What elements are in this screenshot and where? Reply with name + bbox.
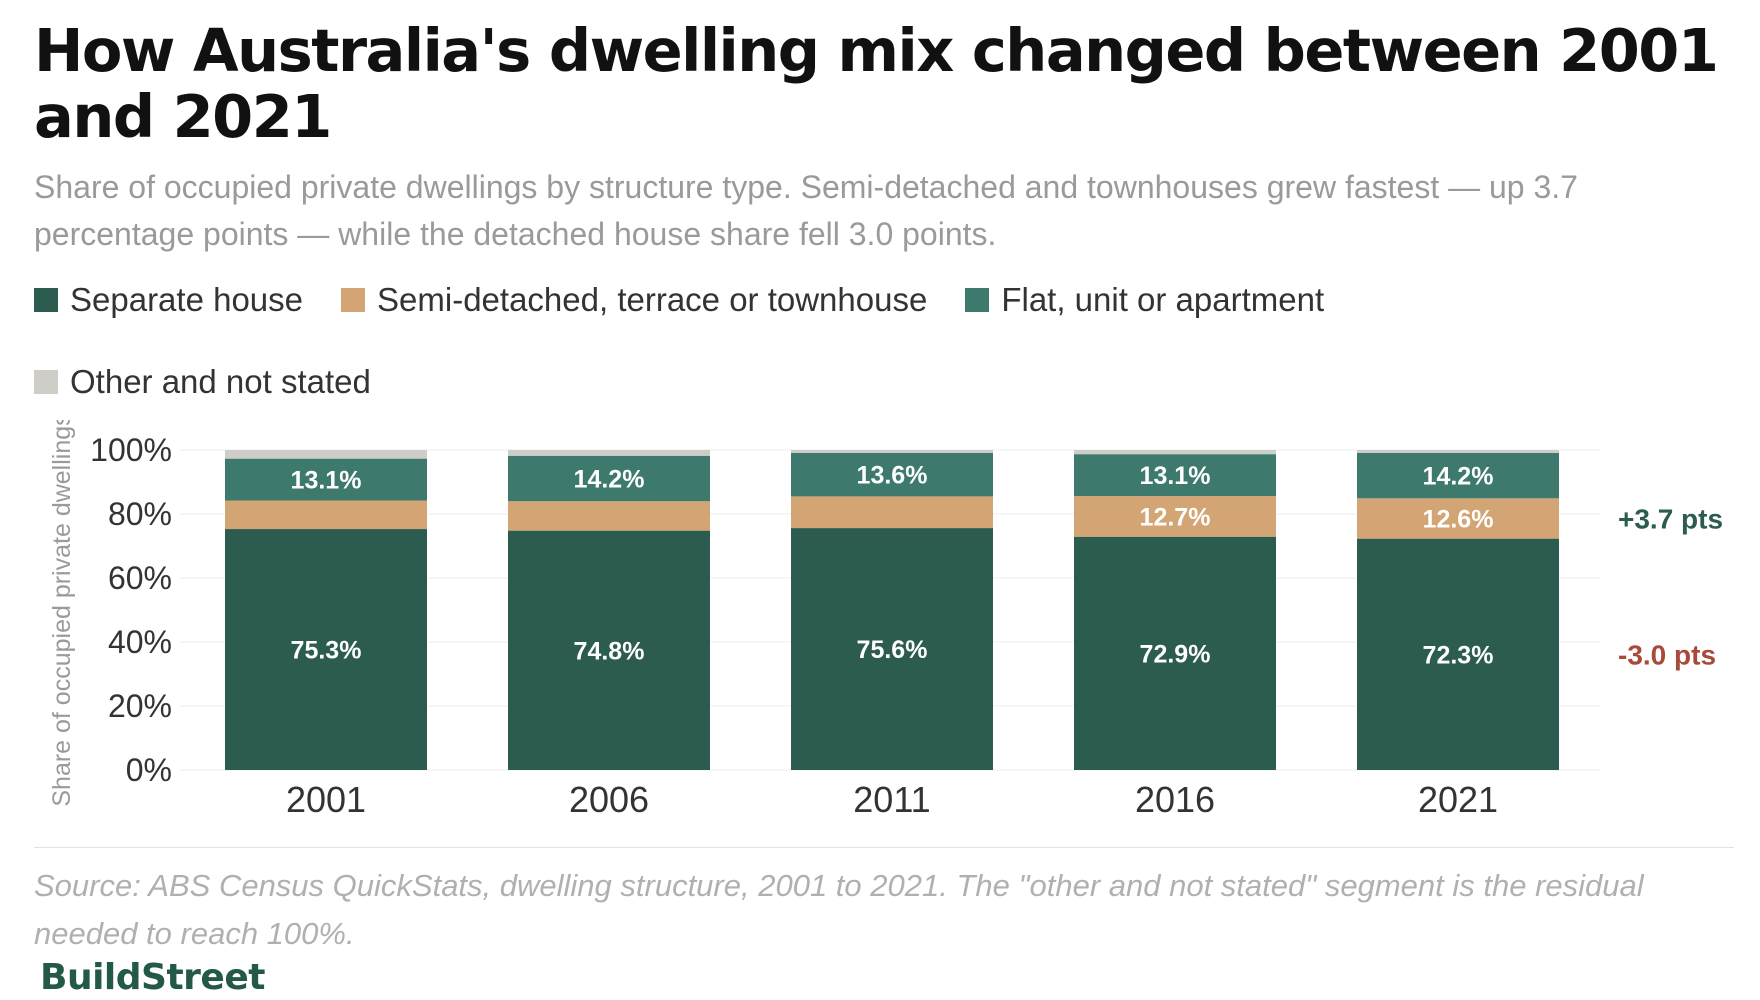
bar-data-label: 13.1% xyxy=(1140,462,1211,490)
y-tick-label: 80% xyxy=(108,496,172,532)
bar-data-label: 12.6% xyxy=(1423,505,1494,533)
legend-swatch-flat-unit xyxy=(965,288,990,312)
legend-item-other: Other and not stated xyxy=(34,360,371,404)
y-tick-label: 40% xyxy=(108,624,172,660)
bar-data-label: 72.3% xyxy=(1423,641,1494,669)
y-axis-label: Share of occupied private dwellings xyxy=(48,420,76,807)
stacked-bar-chart: 0% 20% 40% 60% 80% 100% Share of occupied priv… xyxy=(48,420,1723,820)
bar-segment xyxy=(225,458,427,501)
bar-segment xyxy=(225,529,427,770)
bar-segment xyxy=(1357,498,1559,539)
legend-item-flat-unit: Flat, unit or apartment xyxy=(965,278,1324,322)
bar-segment xyxy=(791,496,993,529)
bar-segment xyxy=(225,450,427,459)
legend-label: Flat, unit or apartment xyxy=(1001,281,1325,318)
bar-segment xyxy=(1074,450,1276,455)
bar-segment xyxy=(791,450,993,453)
x-tick-label: 2001 xyxy=(286,779,366,820)
bar-segment xyxy=(791,528,993,770)
bar-segment xyxy=(508,450,710,456)
legend-item-separate-house: Separate house xyxy=(34,278,303,322)
y-tick-label: 0% xyxy=(126,752,172,788)
y-tick-label: 60% xyxy=(108,560,172,596)
bar-segment xyxy=(508,501,710,531)
legend-label: Separate house xyxy=(70,281,304,318)
y-tick-label: 20% xyxy=(108,688,172,724)
x-tick-label: 2016 xyxy=(1135,779,1215,820)
bar-segment xyxy=(508,530,710,770)
bar-segment xyxy=(1074,536,1276,770)
legend-swatch-separate-house xyxy=(34,288,58,312)
bar-segment xyxy=(791,452,993,497)
legend-item-semi-detached: Semi-detached, terrace or townhouse xyxy=(341,278,927,322)
bar-segment xyxy=(1357,452,1559,499)
bar-data-label: 13.6% xyxy=(857,462,928,490)
change-annotation: +3.7 pts xyxy=(1618,503,1723,534)
x-tick-label: 2021 xyxy=(1418,779,1498,820)
bar-data-label: 72.9% xyxy=(1140,640,1211,668)
bar-data-label: 14.2% xyxy=(1423,463,1494,491)
x-tick-label: 2006 xyxy=(569,779,649,820)
bar-segment xyxy=(225,500,427,530)
legend-label: Other and not stated xyxy=(70,363,371,400)
chart-title: How Australia's dwelling mix changed bet… xyxy=(34,16,1719,151)
legend-swatch-semi-detached xyxy=(341,288,366,312)
footer-divider xyxy=(34,847,1734,848)
bar-data-label: 74.8% xyxy=(574,637,645,665)
bar-data-label: 13.1% xyxy=(291,467,362,495)
bar-segment xyxy=(1357,450,1559,453)
bar-data-label: 75.6% xyxy=(857,636,928,664)
x-tick-label: 2011 xyxy=(853,779,930,820)
legend: Separate house Semi-detached, terrace or… xyxy=(34,278,1534,404)
legend-swatch-other xyxy=(34,370,58,394)
y-tick-label: 100% xyxy=(90,432,172,468)
bar-data-label: 12.7% xyxy=(1140,503,1211,531)
change-annotation: -3.0 pts xyxy=(1618,639,1716,670)
source-note: Source: ABS Census QuickStats, dwelling … xyxy=(34,868,1644,951)
bar-data-label: 75.3% xyxy=(291,637,362,665)
chart-subtitle: Share of occupied private dwellings by s… xyxy=(34,169,1578,252)
bar-segment xyxy=(1074,496,1276,537)
bar-data-label: 14.2% xyxy=(574,465,645,493)
brand-logo: BuildStreet xyxy=(40,957,265,998)
bar-segment xyxy=(1074,454,1276,497)
bar-segment xyxy=(1357,538,1559,770)
bar-segment xyxy=(508,455,710,502)
legend-label: Semi-detached, terrace or townhouse xyxy=(377,281,928,318)
